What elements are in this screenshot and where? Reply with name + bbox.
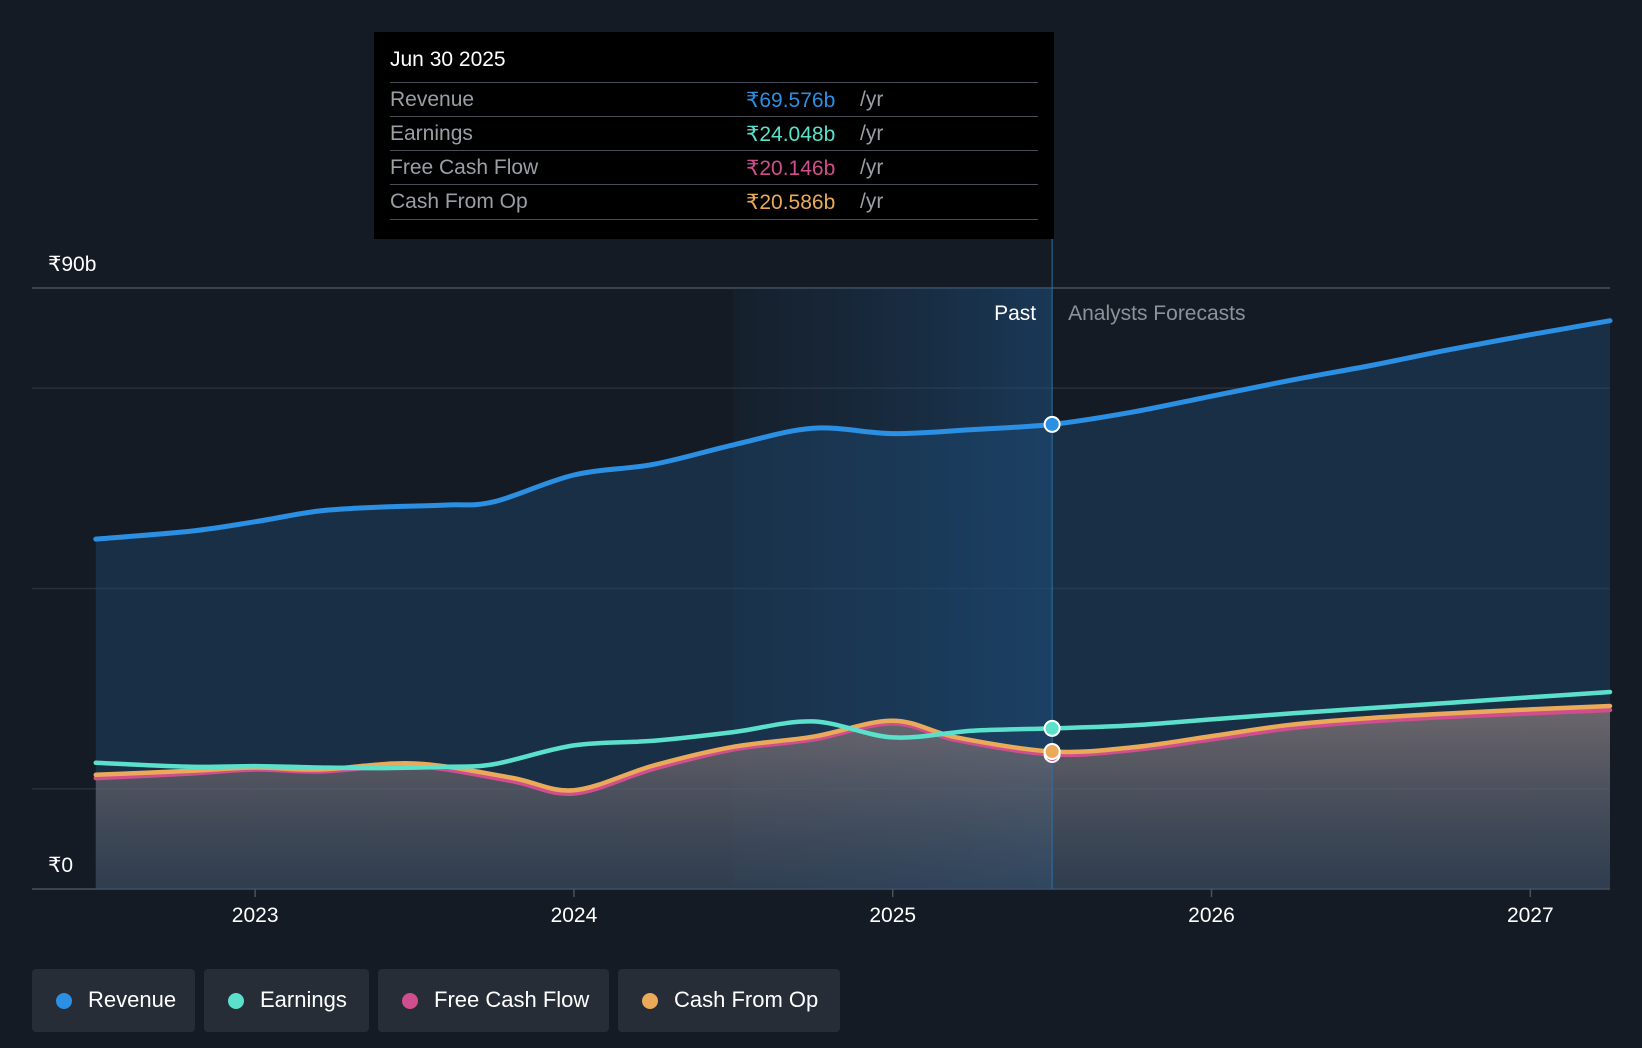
tooltip-unit: /yr [860,88,884,111]
earnings-dot-icon [228,993,244,1009]
forecast-label: Analysts Forecasts [1068,302,1245,325]
tooltip-label: Earnings [390,122,473,145]
earnings-line [93,689,1613,771]
free-cash-flow-dot-icon [402,993,418,1009]
legend-item-free-cash-flow[interactable]: Free Cash Flow [378,969,609,1032]
series-lines [93,318,1613,796]
tooltip-value: ₹24.048b [746,123,836,146]
revenue-marker [1043,415,1061,433]
revenue-line [93,318,1613,542]
tooltip-label: Free Cash Flow [390,156,539,179]
tooltip-unit: /yr [860,122,884,145]
legend-item-earnings[interactable]: Earnings [204,969,369,1032]
x-tick-label: 2027 [1507,904,1554,927]
cash-from-op-dot-icon [642,993,658,1009]
legend-item-revenue[interactable]: Revenue [32,969,195,1032]
past-label: Past [994,302,1036,325]
tooltip-value: ₹20.586b [746,191,836,214]
y-axis-label-zero: ₹0 [48,854,73,877]
tooltip-row-free-cash-flow: Free Cash Flow ₹20.146b /yr [390,150,1038,185]
tooltip-value: ₹20.146b [746,157,836,180]
x-axis: 2023 2024 2025 2026 2027 [232,889,1554,927]
cash-from-op-marker [1043,743,1061,761]
marker-group [1043,415,1061,763]
tooltip-row-cash-from-op: Cash From Op ₹20.586b /yr [390,184,1038,220]
tooltip-label: Cash From Op [390,190,528,213]
earnings-marker [1043,719,1061,737]
x-tick-label: 2023 [232,904,279,927]
y-axis-label-max: ₹90b [48,253,96,276]
legend-label: Revenue [88,987,177,1012]
revenue-dot-icon [56,993,72,1009]
tooltip-row-revenue: Revenue ₹69.576b /yr [390,82,1038,117]
cash-area [95,706,1611,889]
x-tick-label: 2024 [551,904,598,927]
x-tick-label: 2026 [1188,904,1235,927]
tooltip-unit: /yr [860,156,884,179]
tooltip-value: ₹69.576b [746,89,836,112]
tooltip-row-earnings: Earnings ₹24.048b /yr [390,116,1038,151]
tooltip-label: Revenue [390,88,475,111]
tooltip: Jun 30 2025 Revenue ₹69.576b /yr Earning… [374,32,1054,239]
legend-item-cash-from-op[interactable]: Cash From Op [618,969,840,1032]
tooltip-date: Jun 30 2025 [390,48,506,71]
x-tick-label: 2025 [869,904,916,927]
legend-label: Cash From Op [674,987,819,1012]
tooltip-unit: /yr [860,190,884,213]
legend-label: Free Cash Flow [434,987,590,1012]
legend-label: Earnings [260,987,347,1012]
